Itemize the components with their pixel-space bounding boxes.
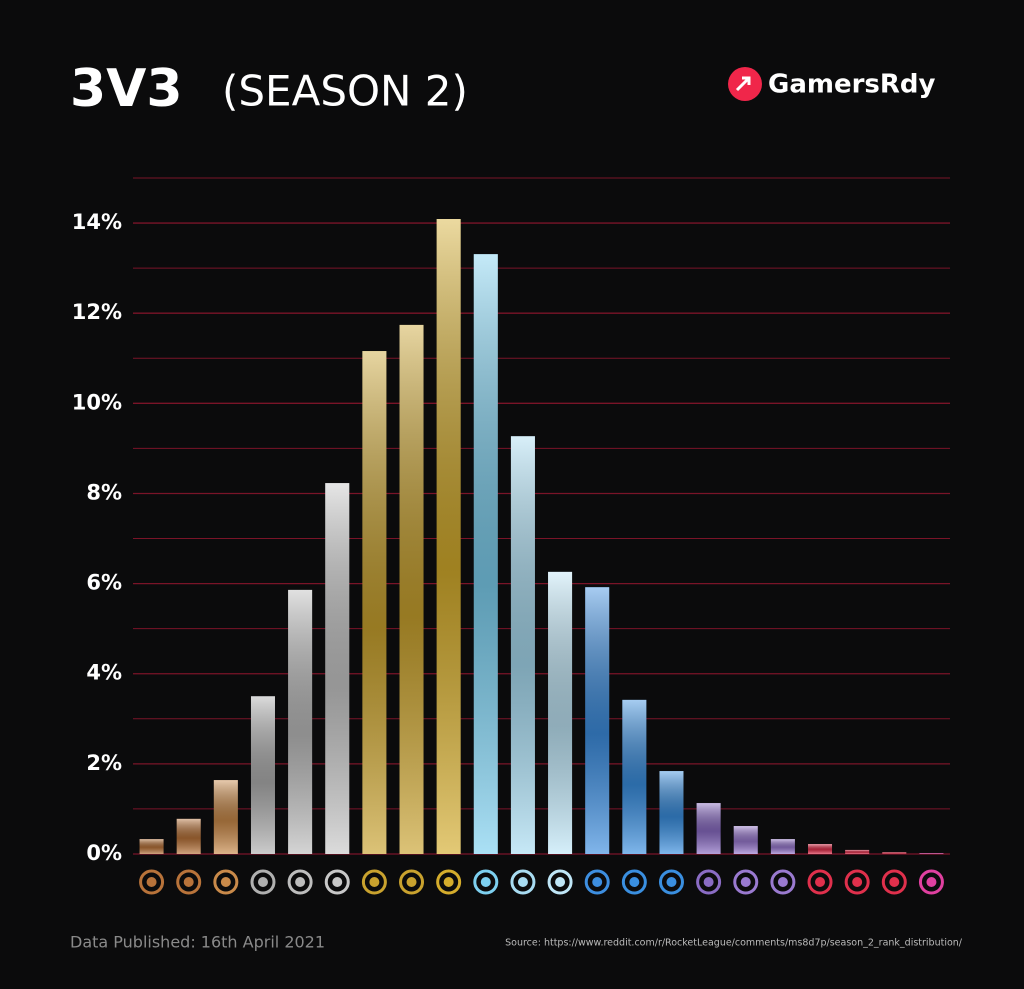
rank-icon — [176, 869, 202, 895]
bar-shade — [733, 826, 758, 854]
rank-icon-core — [406, 877, 417, 887]
bar-shade — [510, 436, 535, 854]
rank-icon — [250, 869, 276, 895]
brand-name: GamersRdy — [768, 70, 936, 100]
rank-icon-core — [480, 877, 491, 887]
rank-icon-core — [592, 877, 603, 887]
bar-shade — [176, 818, 201, 854]
rank-icon-core — [220, 877, 231, 887]
rank-icon-core — [183, 877, 194, 887]
rank-icon — [844, 869, 870, 895]
rank-icon-core — [332, 877, 343, 887]
bar-shade — [288, 589, 313, 854]
rank-icon-core — [777, 877, 788, 887]
bar-shade — [770, 839, 795, 854]
rank-icon — [547, 869, 573, 895]
rank-icon-core — [852, 877, 863, 887]
rank-icon-core — [666, 877, 677, 887]
rank-icon — [473, 869, 499, 895]
rank-icon-core — [555, 877, 566, 887]
rank-icon — [621, 869, 647, 895]
rank-icon — [287, 869, 313, 895]
rank-icon — [733, 869, 759, 895]
y-tick-label: 8% — [86, 480, 122, 504]
y-tick-label: 6% — [86, 571, 122, 595]
bar-shade — [362, 351, 387, 854]
rank-icon — [510, 869, 536, 895]
bar-shade — [585, 587, 610, 854]
rank-icon — [399, 869, 425, 895]
rank-icon-core — [629, 877, 640, 887]
chart-subtitle: (SEASON 2) — [222, 67, 468, 116]
y-tick-label: 12% — [72, 300, 122, 324]
bar-shade — [399, 324, 424, 854]
rank-icon — [213, 869, 239, 895]
rank-icon — [696, 869, 722, 895]
bar-shade — [919, 853, 944, 854]
footer: Data Published: 16th April 2021 — [70, 933, 325, 952]
rank-icon — [584, 869, 610, 895]
y-tick-label: 4% — [86, 661, 122, 685]
rank-icon — [881, 869, 907, 895]
rank-icon-core — [815, 877, 826, 887]
rank-icon — [918, 869, 944, 895]
rank-icon-core — [926, 877, 937, 887]
rank-icon-core — [369, 877, 380, 887]
rank-icon-core — [703, 877, 714, 887]
rank-icon-core — [257, 877, 268, 887]
rank-icon-core — [443, 877, 454, 887]
bar-shade — [325, 483, 350, 854]
y-tick-label: 2% — [86, 751, 122, 775]
bar-shade — [882, 852, 907, 854]
bar-shade — [548, 571, 573, 854]
rank-icon — [324, 869, 350, 895]
source: Source: https://www.reddit.com/r/RocketL… — [505, 938, 963, 949]
rank-icon — [139, 869, 165, 895]
brand-icon-arrow — [735, 76, 751, 92]
bar-shade — [473, 254, 498, 855]
rank-icon-core — [740, 877, 751, 887]
bar-shade — [213, 780, 238, 854]
y-tick-label: 10% — [72, 390, 122, 414]
rank-icon-core — [295, 877, 306, 887]
rank-icon-core — [146, 877, 157, 887]
bar-shade — [436, 219, 461, 854]
bar-shade — [696, 803, 721, 854]
brand-logo: GamersRdy — [728, 67, 936, 101]
rank-icon-core — [517, 877, 528, 887]
bar-shade — [622, 699, 647, 854]
bar-shade — [250, 696, 275, 854]
bar-shade — [659, 771, 684, 854]
rank-icon — [770, 869, 796, 895]
bar-shade — [139, 839, 164, 854]
bar-shade — [845, 849, 870, 854]
y-tick-label: 14% — [72, 210, 122, 234]
rank-icon-core — [889, 877, 900, 887]
chart-title: 3V3 — [70, 59, 183, 119]
rank-icon — [658, 869, 684, 895]
y-tick-label: 0% — [86, 841, 122, 865]
rank-icon — [361, 869, 387, 895]
rank-icon — [436, 869, 462, 895]
bar-shade — [808, 844, 833, 854]
rank-icon — [807, 869, 833, 895]
